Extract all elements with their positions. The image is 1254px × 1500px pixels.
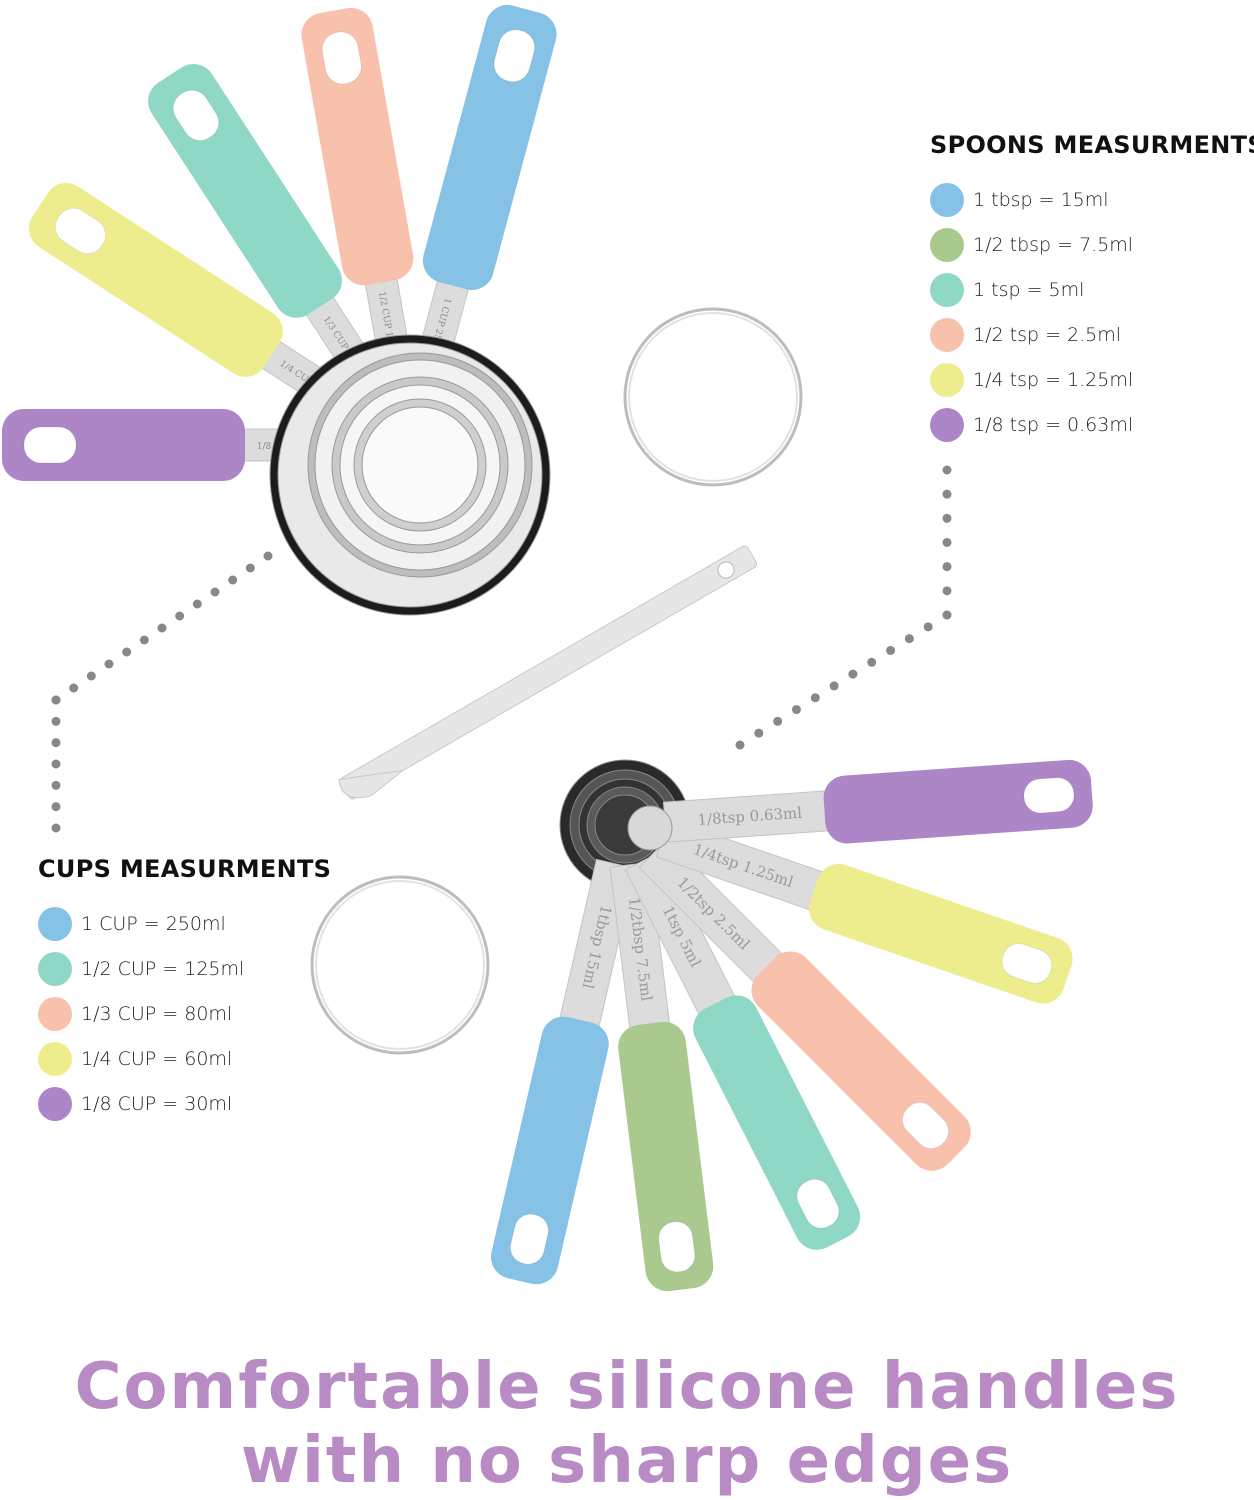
dot [51, 802, 61, 812]
dot [69, 683, 79, 693]
dot [104, 659, 114, 669]
legend-label: 1/4 tsp = 1.25ml [973, 368, 1134, 391]
legend-item: 1 CUP = 250ml [38, 901, 331, 946]
spoons-legend-title: SPOONS MEASURMENTS [930, 131, 1254, 159]
color-swatch [930, 272, 964, 307]
legend-item: 1/2 tsp = 2.5ml [930, 312, 1254, 357]
ring-bottom [310, 875, 490, 1055]
dot [245, 563, 255, 573]
measuring-cups: 1/8 CUP 30 ml1/4 CUP 60 ml1/3 CUP 80 ml1… [2, 4, 557, 616]
legend-label: 1/4 CUP = 60ml [81, 1047, 233, 1070]
dotted-connector-lines [51, 465, 952, 833]
spoon-handle: 1/2tbsp 7.5ml [609, 861, 714, 1292]
dot [942, 586, 952, 596]
cups-legend-title: CUPS MEASURMENTS [38, 855, 332, 883]
dot [829, 681, 839, 691]
legend-label: 1 tsp = 5ml [973, 278, 1085, 301]
color-swatch [930, 227, 964, 262]
dot [51, 716, 61, 726]
dot [848, 669, 858, 679]
color-swatch [930, 407, 964, 442]
legend-label: 1/8 tsp = 0.63ml [973, 413, 1134, 436]
dot [192, 599, 202, 609]
legend-label: 1/2 tbsp = 7.5ml [973, 233, 1134, 256]
color-swatch [38, 1086, 72, 1121]
dot [942, 610, 952, 620]
legend-item: 1/3 CUP = 80ml [38, 991, 331, 1036]
legend-label: 1/3 CUP = 80ml [81, 1002, 233, 1025]
legend-item: 1/2 CUP = 125ml [38, 946, 331, 991]
color-swatch [930, 182, 964, 217]
legend-label: 1 tbsp = 15ml [973, 188, 1109, 211]
color-swatch [38, 1041, 72, 1076]
dot [791, 705, 801, 715]
dot [923, 622, 933, 632]
dot [773, 716, 783, 726]
legend-item: 1/8 tsp = 0.63ml [930, 402, 1254, 447]
leveler-ruler [338, 545, 758, 800]
dot [86, 671, 96, 681]
dot [175, 611, 185, 621]
color-swatch [930, 362, 964, 397]
legend-item: 1/2 tbsp = 7.5ml [930, 222, 1254, 267]
color-swatch [38, 906, 72, 941]
ring-top [623, 307, 803, 487]
color-swatch [38, 951, 72, 986]
dot [810, 693, 820, 703]
dot [51, 738, 61, 748]
dot [122, 647, 132, 657]
dot [754, 728, 764, 738]
dot [263, 551, 273, 561]
legend-item: 1 tbsp = 15ml [930, 177, 1254, 222]
legend-item: 1 tsp = 5ml [930, 267, 1254, 312]
legend-label: 1/8 CUP = 30ml [81, 1092, 233, 1115]
cups-legend: CUPS MEASURMENTS 1 CUP = 250ml 1/2 CUP = … [38, 855, 331, 1126]
cup-handle: 1 CUP 250 ml [410, 4, 557, 387]
dot [886, 645, 896, 655]
legend-label: 1/2 CUP = 125ml [81, 957, 245, 980]
dot [51, 759, 61, 769]
legend-label: 1 CUP = 250ml [81, 912, 226, 935]
legend-item: 1/4 CUP = 60ml [38, 1036, 331, 1081]
dot [228, 575, 238, 585]
dot [904, 634, 914, 644]
dot [867, 657, 877, 667]
color-swatch [930, 317, 964, 352]
headline-line-2: with no sharp edges [240, 1424, 1014, 1498]
color-swatch [38, 996, 72, 1031]
headline-line-1: Comfortable silicone handles [74, 1350, 1180, 1424]
dot [942, 465, 952, 475]
dot [735, 740, 745, 750]
smallest-spoon-bowl [627, 805, 673, 851]
dot [942, 562, 952, 572]
legend-item: 1/4 tsp = 1.25ml [930, 357, 1254, 402]
dot [942, 538, 952, 547]
dot [139, 635, 149, 645]
legend-label: 1/2 tsp = 2.5ml [973, 323, 1122, 346]
legend-item: 1/8 CUP = 30ml [38, 1081, 331, 1126]
dot [210, 587, 220, 597]
cup-rim [361, 406, 479, 524]
spoon-handle: 1/8tsp 0.63ml [662, 759, 1093, 844]
dot [942, 513, 952, 523]
dot [51, 823, 61, 833]
dot [51, 780, 61, 790]
dot [51, 695, 61, 705]
dot [942, 489, 952, 499]
dot [157, 623, 167, 633]
spoons-legend: SPOONS MEASURMENTS 1 tbsp = 15ml 1/2 tbsp… [930, 131, 1254, 447]
